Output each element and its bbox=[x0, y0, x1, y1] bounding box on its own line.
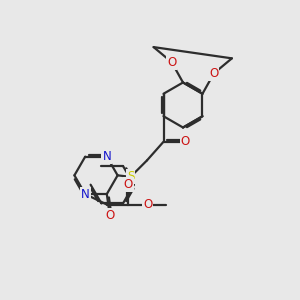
Text: N: N bbox=[81, 188, 90, 201]
Text: O: O bbox=[209, 67, 218, 80]
Text: O: O bbox=[181, 135, 190, 148]
Text: O: O bbox=[167, 56, 176, 69]
Text: S: S bbox=[127, 170, 134, 183]
Text: O: O bbox=[124, 178, 133, 191]
Text: N: N bbox=[102, 150, 111, 163]
Text: O: O bbox=[105, 209, 114, 222]
Text: O: O bbox=[143, 198, 152, 211]
